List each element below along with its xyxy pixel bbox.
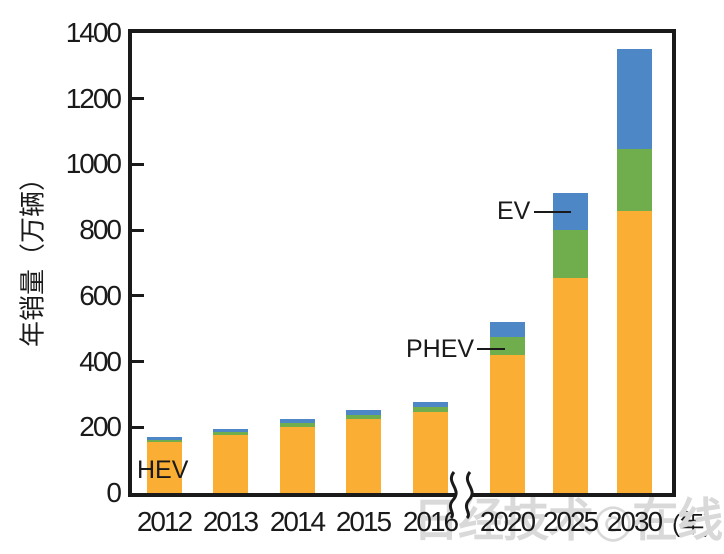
y-tick-label: 1000 bbox=[65, 148, 122, 180]
x-axis-unit-label: (年) bbox=[672, 510, 712, 538]
plot-area-border bbox=[128, 29, 676, 497]
x-tick-label: 2012 bbox=[136, 506, 193, 537]
y-tick-label: 1400 bbox=[65, 17, 122, 48]
axis-break-icon bbox=[448, 471, 474, 519]
y-tick-label: 400 bbox=[79, 345, 122, 377]
y-tick-label: 1200 bbox=[65, 82, 122, 114]
x-tick-label: 2013 bbox=[202, 506, 259, 537]
y-tick-label: 800 bbox=[79, 214, 122, 246]
y-axis-title: 年销量（万辆） bbox=[17, 164, 48, 348]
x-tick-label: 2014 bbox=[269, 506, 326, 537]
y-tick-label: 600 bbox=[79, 279, 122, 311]
y-tick-label: 0 bbox=[106, 477, 122, 508]
x-tick-label: 2015 bbox=[335, 506, 392, 537]
y-tick-label: 200 bbox=[79, 411, 122, 443]
